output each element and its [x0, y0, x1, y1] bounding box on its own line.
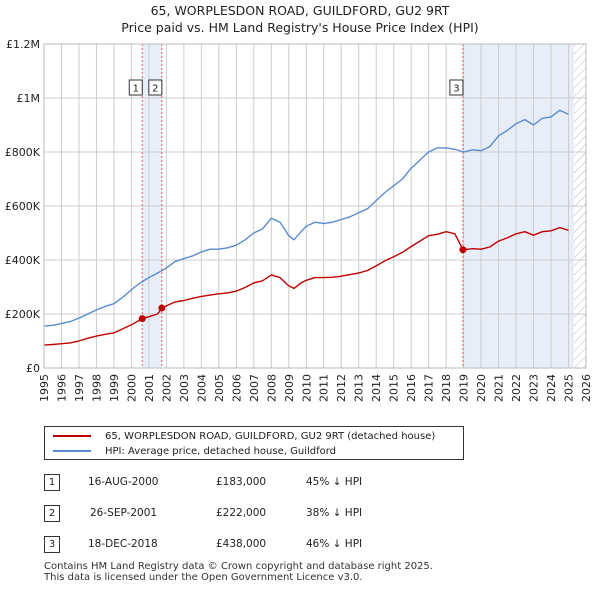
x-tick-label: 2006 [230, 374, 243, 402]
transaction-row: 1 16-AUG-2000 £183,000 45% ↓ HPI [44, 474, 564, 492]
transaction-number: 2 [44, 505, 60, 522]
transaction-hpi-diff: 45% ↓ HPI [306, 476, 363, 488]
chart-subtitle: Price paid vs. HM Land Registry's House … [121, 20, 479, 35]
legend-item-property: 65, WORPLESDON ROAD, GUILDFORD, GU2 9RT … [53, 429, 435, 443]
transaction-row: 2 26-SEP-2001 £222,000 38% ↓ HPI [44, 505, 564, 523]
sale-marker-label: 1 [133, 84, 139, 95]
legend-hpi-label: HPI: Average price, detached house, Guil… [105, 445, 337, 457]
y-tick-label: £800K [5, 146, 41, 159]
x-tick-label: 2019 [458, 374, 471, 402]
x-tick-label: 2007 [248, 374, 261, 402]
x-tick-label: 2002 [160, 374, 173, 402]
x-tick-label: 2026 [580, 374, 593, 402]
sale-point [459, 246, 467, 254]
transaction-date: 26-SEP-2001 [90, 507, 158, 519]
x-tick-label: 2016 [405, 374, 418, 402]
property-series-line [43, 226, 569, 346]
x-tick-label: 2008 [265, 374, 278, 402]
x-tick-label: 2013 [353, 374, 366, 402]
transaction-price: £438,000 [216, 538, 267, 550]
x-tick-label: 2022 [510, 374, 523, 402]
transaction-row: 3 18-DEC-2018 £438,000 46% ↓ HPI [44, 536, 564, 554]
x-tick-label: 2020 [475, 374, 488, 402]
transaction-price: £222,000 [216, 507, 267, 519]
transaction-hpi-diff: 38% ↓ HPI [306, 507, 363, 519]
sale-point [158, 304, 166, 312]
transaction-hpi-diff: 46% ↓ HPI [306, 538, 363, 550]
x-tick-label: 2001 [143, 374, 156, 402]
sale-point [138, 315, 146, 323]
transaction-date: 18-DEC-2018 [88, 538, 158, 550]
legend-item-hpi: HPI: Average price, detached house, Guil… [53, 444, 336, 458]
y-tick-label: £200K [5, 308, 41, 321]
x-tick-label: 2023 [528, 374, 541, 402]
footer-attribution: Contains HM Land Registry data © Crown c… [44, 561, 433, 583]
y-tick-label: £1.2M [6, 38, 40, 51]
x-tick-label: 2017 [423, 374, 436, 402]
transaction-price: £183,000 [216, 476, 267, 488]
plot-frame [43, 43, 587, 369]
sale-marker-label: 2 [152, 84, 158, 95]
x-tick-label: 1995 [38, 374, 51, 402]
y-tick-label: £400K [5, 254, 41, 267]
transaction-number: 3 [44, 536, 60, 553]
x-tick-label: 1998 [90, 374, 103, 402]
sale-marker-box [449, 79, 464, 96]
x-tick-label: 2000 [125, 374, 138, 402]
x-tick-label: 2005 [213, 374, 226, 402]
footer-line-1: Contains HM Land Registry data © Crown c… [44, 561, 433, 572]
x-tick-label: 2024 [545, 374, 558, 402]
hpi-line-swatch [53, 450, 91, 452]
sale-marker-label: 3 [453, 84, 459, 95]
price-chart: 1 2 3 £0 £200K £400K £600K £800K £1M £1.2M 1995 19… [5, 38, 593, 402]
transaction-date: 16-AUG-2000 [88, 476, 159, 488]
x-tick-label: 2018 [440, 374, 453, 402]
x-tick-label: 2011 [318, 374, 331, 402]
x-tick-label: 2021 [493, 374, 506, 402]
x-tick-label: 2010 [300, 374, 313, 402]
property-line-swatch [53, 435, 91, 437]
y-tick-label: £1M [17, 92, 41, 105]
x-tick-label: 1996 [55, 374, 68, 402]
hpi-series-line [43, 109, 569, 327]
y-tick-label: £0 [26, 362, 40, 375]
x-tick-label: 2014 [370, 374, 383, 402]
x-tick-label: 1999 [108, 374, 121, 402]
x-tick-label: 2004 [195, 374, 208, 402]
transaction-number: 1 [44, 474, 60, 491]
x-tick-label: 2025 [563, 374, 576, 402]
chart-title: 65, WORPLESDON ROAD, GUILDFORD, GU2 9RT [150, 3, 450, 18]
sale-marker-box [148, 79, 163, 96]
x-tick-label: 1997 [73, 374, 86, 402]
x-tick-label: 2003 [178, 374, 191, 402]
sale-marker-box [128, 79, 143, 96]
x-tick-label: 2015 [388, 374, 401, 402]
x-tick-label: 2012 [335, 374, 348, 402]
x-tick-label: 2009 [283, 374, 296, 402]
legend-property-label: 65, WORPLESDON ROAD, GUILDFORD, GU2 9RT … [105, 430, 436, 442]
legend: 65, WORPLESDON ROAD, GUILDFORD, GU2 9RT … [44, 426, 464, 460]
y-tick-label: £600K [5, 200, 41, 213]
footer-line-2: This data is licensed under the Open Gov… [44, 571, 363, 583]
